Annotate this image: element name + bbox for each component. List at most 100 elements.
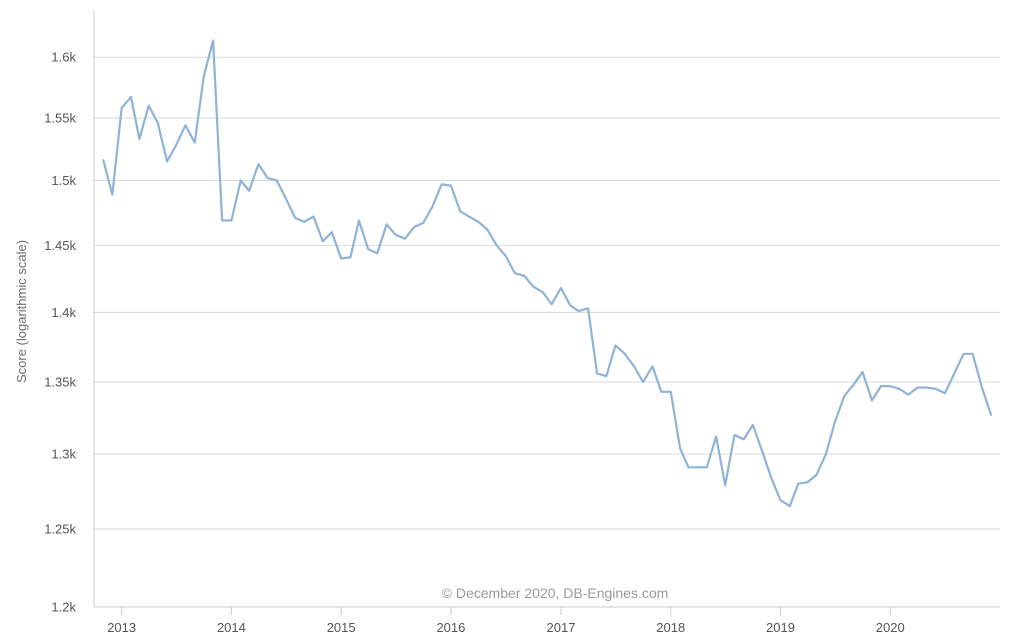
data-point[interactable] [613, 343, 618, 348]
data-point[interactable] [393, 232, 398, 237]
data-point[interactable] [778, 498, 783, 503]
data-point[interactable] [814, 472, 819, 477]
data-point[interactable] [805, 480, 810, 485]
data-point[interactable] [558, 285, 563, 290]
data-point[interactable] [595, 371, 600, 376]
data-point[interactable] [485, 227, 490, 232]
data-point[interactable] [522, 273, 527, 278]
data-point[interactable] [750, 422, 755, 427]
data-point[interactable] [155, 120, 160, 125]
data-point[interactable] [101, 158, 106, 163]
data-point[interactable] [421, 221, 426, 226]
data-point[interactable] [576, 309, 581, 314]
data-point[interactable] [430, 204, 435, 209]
data-point[interactable] [796, 481, 801, 486]
data-point[interactable] [888, 384, 893, 389]
data-point[interactable] [119, 106, 124, 111]
data-point[interactable] [458, 209, 463, 214]
data-point[interactable] [247, 188, 252, 193]
data-point[interactable] [137, 136, 142, 141]
data-point[interactable] [274, 178, 279, 183]
data-point[interactable] [329, 230, 334, 235]
data-point[interactable] [668, 389, 673, 394]
data-point[interactable] [979, 385, 984, 390]
x-tick-label: 2017 [547, 620, 576, 635]
data-point[interactable] [348, 255, 353, 260]
data-point[interactable] [540, 290, 545, 295]
data-point[interactable] [311, 214, 316, 219]
data-point[interactable] [402, 236, 407, 241]
data-point[interactable] [869, 398, 874, 403]
data-point[interactable] [832, 419, 837, 424]
data-point[interactable] [897, 386, 902, 391]
data-point[interactable] [741, 437, 746, 442]
data-point[interactable] [265, 175, 270, 180]
data-point[interactable] [531, 284, 536, 289]
data-point[interactable] [128, 95, 133, 100]
data-point[interactable] [842, 394, 847, 399]
data-point[interactable] [686, 465, 691, 470]
series-line[interactable] [102, 39, 993, 508]
data-point[interactable] [632, 364, 637, 369]
data-point[interactable] [466, 214, 471, 219]
data-point[interactable] [183, 123, 188, 128]
data-point[interactable] [942, 391, 947, 396]
data-point[interactable] [494, 243, 499, 248]
data-point[interactable] [165, 159, 170, 164]
data-point[interactable] [769, 475, 774, 480]
data-point[interactable] [906, 392, 911, 397]
data-point[interactable] [283, 196, 288, 201]
data-point[interactable] [211, 38, 216, 43]
data-point[interactable] [146, 103, 151, 108]
data-point[interactable] [220, 218, 225, 223]
data-point[interactable] [356, 218, 361, 223]
data-point[interactable] [732, 433, 737, 438]
data-point[interactable] [201, 74, 206, 79]
data-point[interactable] [320, 239, 325, 244]
data-point[interactable] [503, 253, 508, 258]
data-point[interactable] [704, 465, 709, 470]
data-point[interactable] [412, 224, 417, 229]
data-point[interactable] [678, 446, 683, 451]
data-point[interactable] [988, 412, 993, 417]
data-point[interactable] [549, 302, 554, 307]
data-point[interactable] [439, 182, 444, 187]
data-point[interactable] [659, 389, 664, 394]
data-point[interactable] [476, 219, 481, 224]
data-point[interactable] [787, 504, 792, 509]
data-point[interactable] [256, 162, 261, 167]
data-point[interactable] [622, 351, 627, 356]
data-point[interactable] [604, 374, 609, 379]
data-point[interactable] [714, 434, 719, 439]
data-point[interactable] [961, 351, 966, 356]
data-point[interactable] [339, 256, 344, 261]
data-point[interactable] [915, 385, 920, 390]
data-point[interactable] [695, 465, 700, 470]
data-point[interactable] [650, 364, 655, 369]
data-point[interactable] [174, 143, 179, 148]
data-point[interactable] [586, 306, 591, 311]
data-point[interactable] [448, 183, 453, 188]
data-point[interactable] [878, 384, 883, 389]
data-point[interactable] [970, 351, 975, 356]
data-point[interactable] [238, 178, 243, 183]
data-point[interactable] [851, 382, 856, 387]
data-point[interactable] [110, 192, 115, 197]
data-point[interactable] [229, 218, 234, 223]
data-point[interactable] [192, 140, 197, 145]
data-point[interactable] [512, 271, 517, 276]
data-point[interactable] [924, 385, 929, 390]
data-point[interactable] [952, 371, 957, 376]
data-point[interactable] [860, 370, 865, 375]
data-point[interactable] [384, 222, 389, 227]
data-point[interactable] [375, 251, 380, 256]
data-point[interactable] [641, 379, 646, 384]
data-point[interactable] [568, 303, 573, 308]
data-point[interactable] [760, 449, 765, 454]
data-point[interactable] [302, 219, 307, 224]
data-point[interactable] [723, 483, 728, 488]
data-point[interactable] [933, 386, 938, 391]
data-point[interactable] [366, 247, 371, 252]
data-point[interactable] [293, 215, 298, 220]
data-point[interactable] [823, 452, 828, 457]
